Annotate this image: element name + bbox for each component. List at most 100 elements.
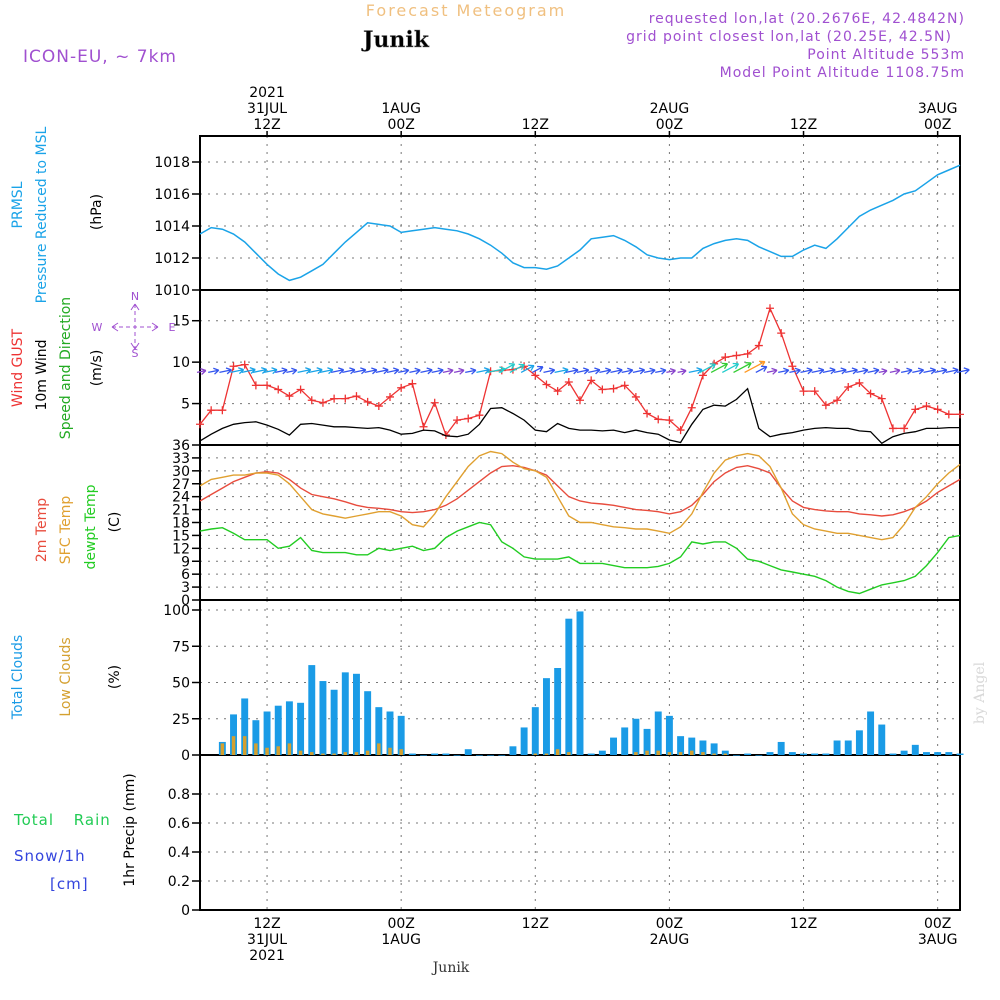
requested-coords: requested lon,lat (20.2676E, 42.4842N) (649, 11, 965, 27)
low-clouds-bar (298, 750, 303, 755)
wind-gust-marker (330, 394, 339, 403)
total-clouds-bar (855, 730, 863, 755)
low-clouds-bar (276, 746, 280, 755)
y-tick-label: 10 (172, 355, 190, 371)
top-time-label: 2AUG (650, 101, 690, 117)
low-clouds-bar (656, 750, 660, 755)
gridpoint-coords: grid point closest lon,lat (20.25E, 42.5… (626, 29, 952, 45)
wind-direction-arrow (755, 365, 768, 373)
wind-gust-marker (564, 378, 573, 387)
total-clouds-bar (475, 755, 483, 756)
wind-gust-marker (307, 396, 316, 405)
total-clouds-bar (431, 753, 439, 755)
wind-direction-arrow (822, 367, 836, 375)
y-tick-label: 0.4 (168, 845, 190, 861)
top-time-label: 00Z (387, 117, 414, 133)
y-tick-label: 100 (163, 603, 190, 619)
wind-gust-marker (665, 416, 674, 425)
model-altitude: Model Point Altitude 1108.75m (720, 65, 965, 81)
wind-direction-arrow (576, 367, 590, 375)
low-clouds-bar (634, 752, 638, 755)
wind-direction-arrow (476, 367, 491, 375)
total-clouds-bar (923, 752, 930, 755)
model-name: ICON-EU, ~ 7km (23, 47, 177, 67)
precip-panel-labels: Total Rain Snow/1h [cm] 1hr Precip (mm) (13, 773, 138, 893)
wind-direction-arrow (666, 367, 676, 375)
wind-gust-marker (587, 376, 596, 385)
wind-direction-arrow (655, 367, 667, 375)
wind-gust-marker (620, 381, 629, 390)
total-clouds-bar (844, 740, 852, 755)
total-clouds-bar (375, 707, 383, 755)
total-clouds-bar (509, 746, 517, 755)
y-tick-label: 1010 (154, 283, 190, 299)
low-clouds-bar (310, 752, 314, 755)
wind-direction-arrow (554, 367, 569, 375)
wind-gust-marker (788, 362, 797, 371)
snow-unit: [cm] (50, 875, 89, 893)
wind-direction-arrow (599, 367, 612, 375)
wind-gust-marker (218, 406, 227, 415)
wind-direction-arrow (520, 364, 535, 373)
wind-gust-marker (911, 405, 920, 414)
wind-gust-marker (240, 360, 249, 369)
wind-direction-arrow (543, 367, 556, 375)
wind-gust-marker (419, 422, 428, 431)
temp-sfc-line (199, 450, 961, 541)
wind-gust-marker (408, 379, 417, 388)
low-clouds-bar (265, 747, 269, 755)
wind-direction-arrow (900, 367, 913, 375)
wind-direction-arrow (934, 367, 948, 375)
wind-gust-marker (363, 397, 372, 406)
low-clouds-bar (690, 750, 694, 755)
wind-direction-arrow (610, 367, 623, 375)
bottom-time-label: 3AUG (918, 932, 958, 948)
wind-direction-arrow (465, 367, 477, 375)
total-clouds-bar (654, 711, 662, 755)
wind-10m-label: 10m Wind (34, 339, 50, 410)
wind-direction-arrow (632, 367, 646, 375)
total-clouds-bar (353, 673, 360, 755)
wind-direction-arrow (196, 367, 207, 375)
wind-gust-marker (643, 409, 652, 418)
pressure-line (199, 164, 961, 282)
y-tick-label: 9 (181, 554, 190, 570)
wind-direction-arrow (878, 368, 888, 376)
low-clouds-bar (555, 749, 560, 755)
total-clouds-bar (397, 715, 405, 755)
y-tick-label: 0 (181, 903, 190, 919)
wind-gust-marker (464, 414, 473, 423)
low-clouds-bar (388, 747, 392, 755)
wind-direction-arrow (230, 367, 245, 375)
wind-gust-marker (609, 384, 618, 393)
wind-direction-arrow (867, 367, 880, 375)
total-clouds-bar (408, 753, 416, 755)
y-tick-label: 21 (172, 503, 190, 519)
y-tick-label: 0 (181, 593, 190, 609)
total-clouds-bar (610, 737, 617, 755)
footer-location: Junik (431, 960, 470, 976)
low-clouds-bar (723, 753, 728, 755)
point-altitude: Point Altitude 553m (807, 47, 965, 63)
cloud-unit: (%) (107, 665, 123, 689)
wind-panel-labels: Wind GUST 10m Wind Speed and Direction (… (10, 290, 176, 439)
total-clouds-bar (252, 720, 260, 755)
total-clouds-bar (330, 689, 338, 755)
wind-gust-marker (933, 405, 942, 414)
y-tick-label: 50 (172, 676, 190, 692)
wind-gust-marker (263, 381, 272, 390)
wind-gust-marker (956, 410, 964, 419)
wind-direction-arrow (364, 367, 378, 375)
wind-gust-marker (866, 389, 875, 398)
y-tick-label: 15 (172, 314, 190, 330)
wind-direction-arrow (386, 367, 400, 375)
y-tick-label: 0.6 (168, 816, 190, 832)
bottom-time-label: 12Z (253, 916, 280, 932)
bottom-time-label: 1AUG (381, 932, 421, 948)
pressure-label-long: Pressure Reduced to MSL (34, 126, 50, 303)
wind-direction-arrow (219, 367, 232, 375)
low-clouds-bar (645, 750, 649, 755)
top-time-label: 00Z (656, 117, 683, 133)
temp-2m-line (199, 464, 961, 517)
